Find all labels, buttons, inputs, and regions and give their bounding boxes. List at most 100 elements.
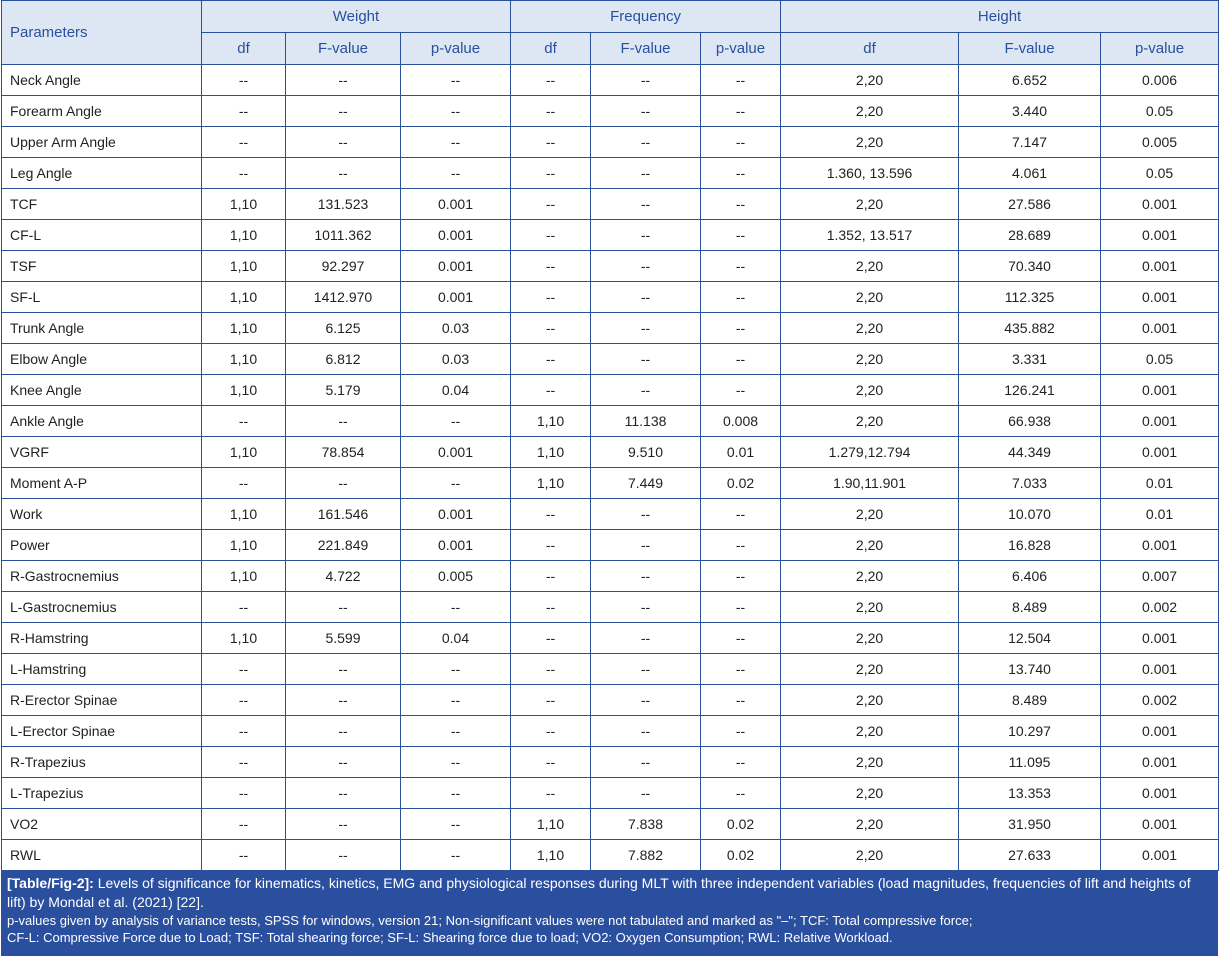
table-row: RWL -- -- -- 1,10 7.882 0.02 2,20 27.633 0.001 xyxy=(1,839,1220,871)
parameter-name: L-Erector Spinae xyxy=(1,715,202,747)
table-cell: -- xyxy=(285,808,401,840)
parameter-name: SF-L xyxy=(1,281,202,313)
table-cell: 7.033 xyxy=(958,467,1102,499)
table-cell: 0.001 xyxy=(400,529,511,561)
table-cell: 28.689 xyxy=(958,219,1102,251)
table-cell: 0.001 xyxy=(1100,622,1220,654)
table-cell: -- xyxy=(590,529,701,561)
table-cell: 2,20 xyxy=(780,653,960,685)
table-cell: -- xyxy=(510,715,591,747)
table-row: L-Trapezius -- -- -- -- -- -- 2,20 13.353 0.001 xyxy=(1,777,1220,809)
table-cell: -- xyxy=(285,715,401,747)
table-cell: 1,10 xyxy=(201,529,286,561)
table-cell: -- xyxy=(201,746,286,778)
table-row: Work 1,10 161.546 0.001 -- -- -- 2,20 10.070 0.01 xyxy=(1,498,1220,530)
table-cell: 0.001 xyxy=(1100,529,1220,561)
table-cell: -- xyxy=(699,312,782,344)
table-cell: -- xyxy=(699,95,782,127)
table-cell: 2,20 xyxy=(780,839,960,871)
parameter-name: Work xyxy=(1,498,202,530)
table-cell: 0.001 xyxy=(1100,188,1220,220)
table-row: Trunk Angle 1,10 6.125 0.03 -- -- -- 2,20 435.88… xyxy=(1,312,1220,344)
table-cell: 0.008 xyxy=(699,405,782,437)
table-cell: -- xyxy=(400,777,511,809)
table-cell: 31.950 xyxy=(958,808,1102,840)
table-cell: -- xyxy=(510,653,591,685)
table-cell: 2,20 xyxy=(780,312,960,344)
table-cell: 0.001 xyxy=(1100,405,1220,437)
parameter-name: Ankle Angle xyxy=(1,405,202,437)
table-cell: 6.406 xyxy=(958,560,1102,592)
table-cell: 3.440 xyxy=(958,95,1102,127)
subheader-p-value: p-value xyxy=(699,32,782,65)
table-cell: 0.001 xyxy=(400,436,511,468)
table-cell: -- xyxy=(510,529,591,561)
table-cell: -- xyxy=(285,591,401,623)
caption-note-2: CF-L: Compressive Force due to Load; TSF… xyxy=(7,930,893,945)
table-cell: 0.05 xyxy=(1100,343,1220,375)
table-cell: -- xyxy=(510,219,591,251)
table-row: TCF 1,10 131.523 0.001 -- -- -- 2,20 27.586 0.001 xyxy=(1,188,1220,220)
table-cell: 27.586 xyxy=(958,188,1102,220)
table-cell: -- xyxy=(699,188,782,220)
table-cell: 2,20 xyxy=(780,529,960,561)
table-cell: -- xyxy=(699,746,782,778)
parameter-name: CF-L xyxy=(1,219,202,251)
table-cell: -- xyxy=(699,219,782,251)
subheader-f-value: F-value xyxy=(590,32,701,65)
table-cell: 2,20 xyxy=(780,405,960,437)
table-cell: 0.001 xyxy=(1100,839,1220,871)
subheader-f-value: F-value xyxy=(958,32,1102,65)
table-cell: 0.002 xyxy=(1100,591,1220,623)
table-cell: -- xyxy=(510,746,591,778)
table-cell: 2,20 xyxy=(780,560,960,592)
subheader-df: df xyxy=(201,32,286,65)
parameter-name: Neck Angle xyxy=(1,64,202,96)
table-cell: 78.854 xyxy=(285,436,401,468)
table-cell: 435.882 xyxy=(958,312,1102,344)
table-cell: -- xyxy=(400,839,511,871)
table-cell: -- xyxy=(590,746,701,778)
table-cell: -- xyxy=(590,188,701,220)
table-cell: 7.838 xyxy=(590,808,701,840)
table-cell: 0.001 xyxy=(400,188,511,220)
table-cell: -- xyxy=(285,126,401,158)
table-cell: -- xyxy=(510,591,591,623)
table-cell: 2,20 xyxy=(780,64,960,96)
table-cell: -- xyxy=(699,560,782,592)
table-cell: -- xyxy=(201,126,286,158)
table-cell: 66.938 xyxy=(958,405,1102,437)
table-row: R-Gastrocnemius 1,10 4.722 0.005 -- -- -- 2,20 6… xyxy=(1,560,1220,592)
table-cell: 0.01 xyxy=(699,436,782,468)
table-cell: 1,10 xyxy=(201,374,286,406)
table-cell: 2,20 xyxy=(780,777,960,809)
subheader-p-value: p-value xyxy=(1100,32,1220,65)
table-cell: 2,20 xyxy=(780,746,960,778)
table-cell: -- xyxy=(590,343,701,375)
table-cell: -- xyxy=(590,126,701,158)
table-cell: 2,20 xyxy=(780,591,960,623)
table-row: TSF 1,10 92.297 0.001 -- -- -- 2,20 70.340 0.001 xyxy=(1,250,1220,282)
caption-title: Levels of significance for kinematics, k… xyxy=(7,875,1191,910)
table-row: Ankle Angle -- -- -- 1,10 11.138 0.008 2,20 66.9… xyxy=(1,405,1220,437)
subheader-df: df xyxy=(780,32,960,65)
header-parameters: Parameters xyxy=(1,0,202,65)
table-cell: 0.02 xyxy=(699,467,782,499)
table-cell: -- xyxy=(400,715,511,747)
table-cell: -- xyxy=(510,281,591,313)
table-cell: -- xyxy=(590,560,701,592)
table-cell: -- xyxy=(699,777,782,809)
table-cell: -- xyxy=(285,653,401,685)
parameter-name: R-Trapezius xyxy=(1,746,202,778)
table-cell: 0.001 xyxy=(1100,436,1220,468)
table-cell: 7.147 xyxy=(958,126,1102,158)
table-cell: 1,10 xyxy=(510,808,591,840)
table-row: Forearm Angle -- -- -- -- -- -- 2,20 3.440 0.05 xyxy=(1,95,1220,127)
table-cell: -- xyxy=(201,64,286,96)
table-cell: 221.849 xyxy=(285,529,401,561)
table-cell: -- xyxy=(699,374,782,406)
table-cell: -- xyxy=(201,715,286,747)
table-cell: 112.325 xyxy=(958,281,1102,313)
table-cell: -- xyxy=(285,405,401,437)
table-cell: -- xyxy=(400,157,511,189)
